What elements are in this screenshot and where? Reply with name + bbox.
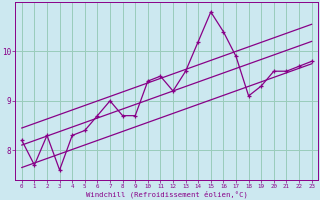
X-axis label: Windchill (Refroidissement éolien,°C): Windchill (Refroidissement éolien,°C) [86,190,248,198]
